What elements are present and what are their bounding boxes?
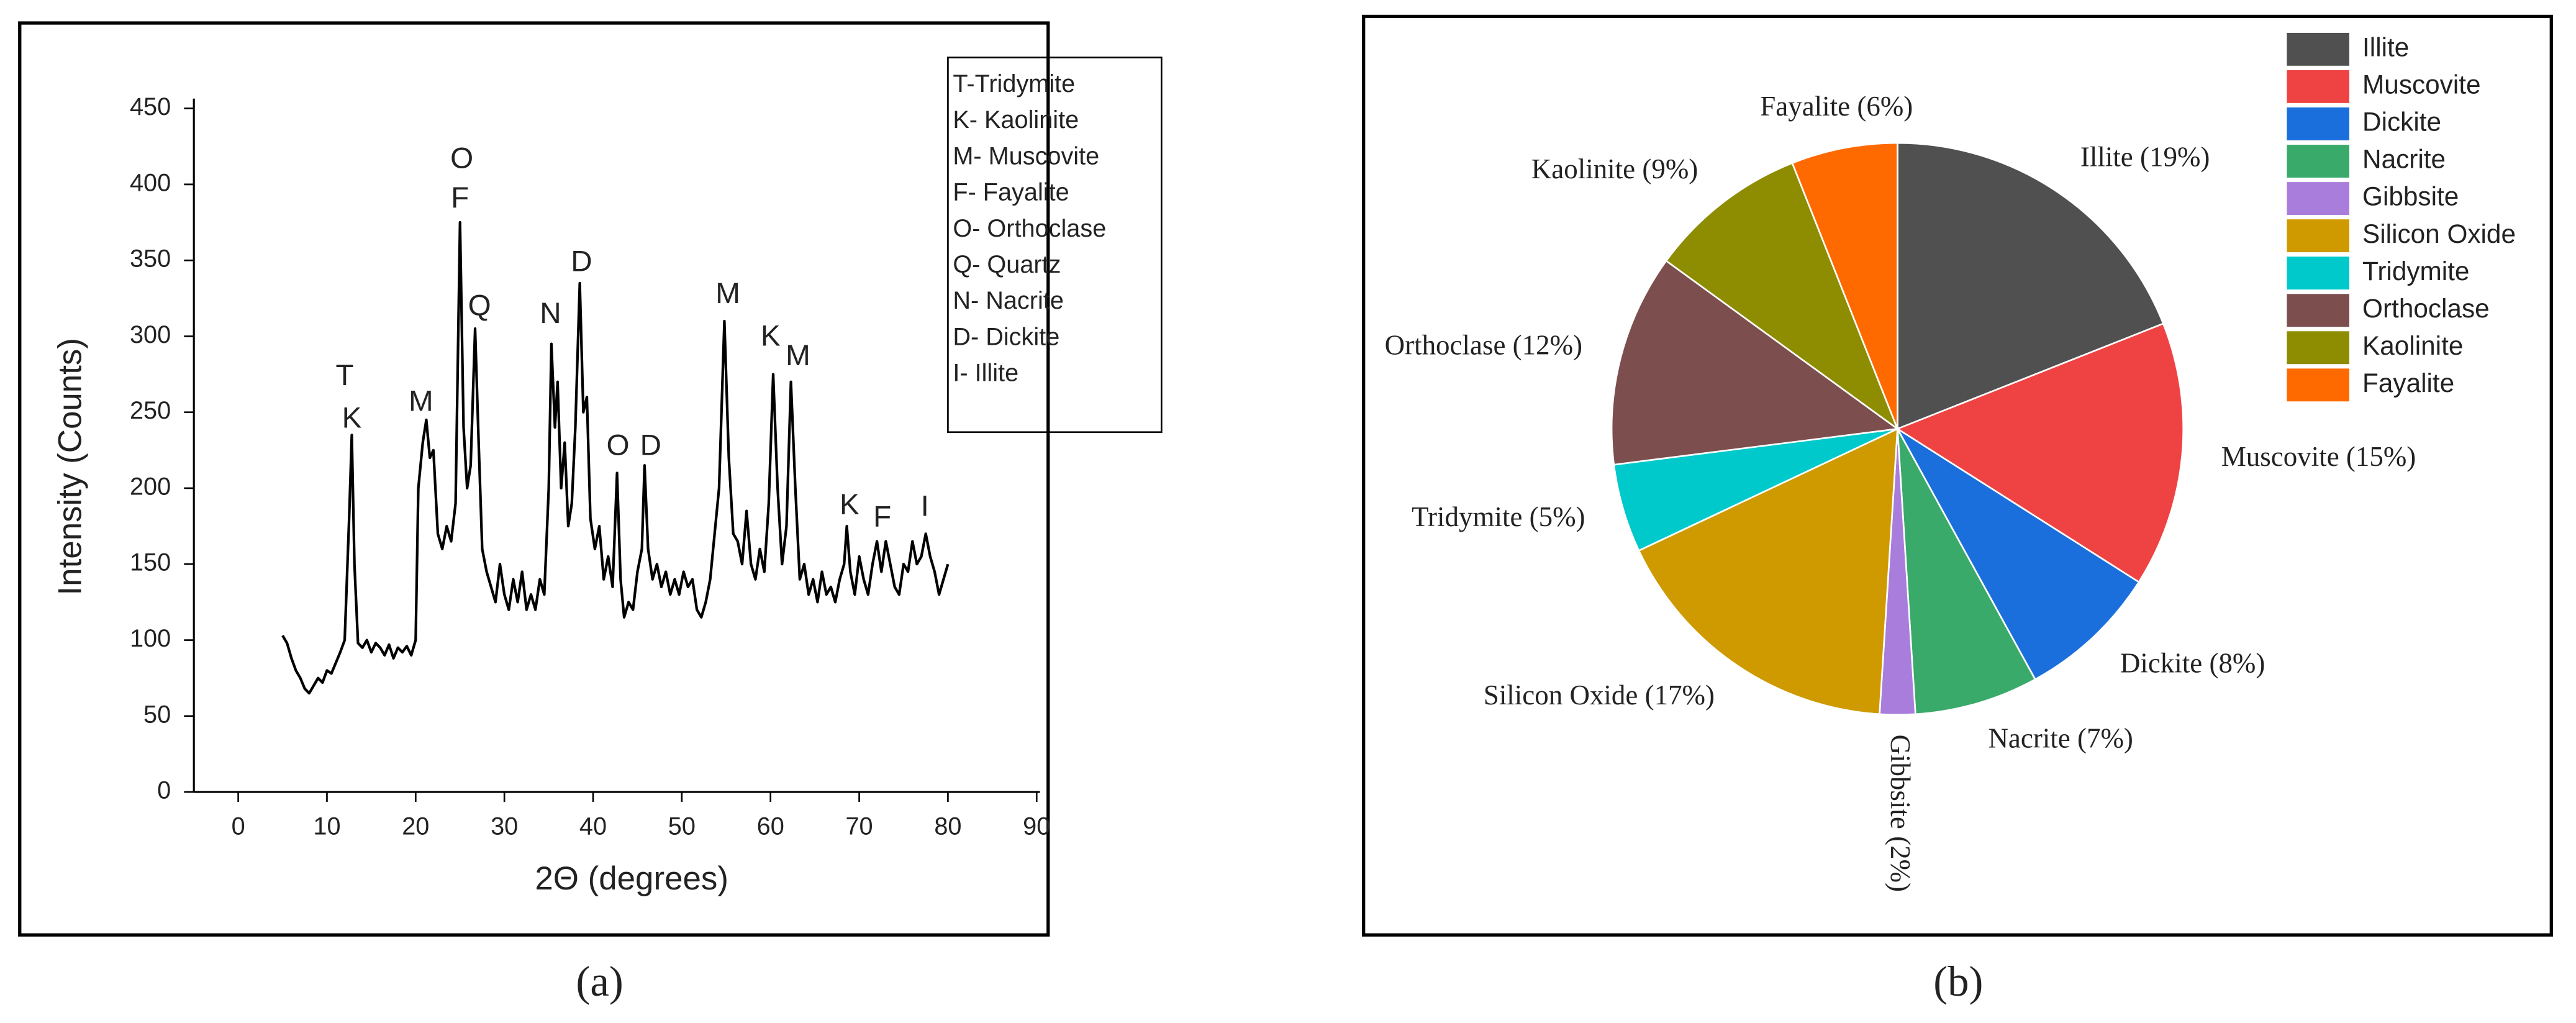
peak-label: D [640, 429, 661, 462]
legend-label: Muscovite [2362, 70, 2480, 99]
x-tick-label: 10 [313, 813, 340, 840]
slice-label: Silicon Oxide (17%) [1484, 680, 1715, 711]
key-entry: K- Kaolinite [953, 106, 1079, 134]
key-entry: N- Nacrite [953, 287, 1064, 314]
peak-label: D [571, 245, 592, 278]
y-tick-label: 350 [130, 245, 171, 273]
legend-swatch [2287, 145, 2349, 178]
x-tick-label: 30 [491, 813, 518, 840]
panel-label: (b) [1933, 958, 1983, 1005]
y-tick-label: 50 [143, 701, 171, 728]
key-entry: O- Orthoclase [953, 215, 1106, 242]
legend-swatch [2287, 70, 2349, 103]
x-axis-title: 2Θ (degrees) [535, 860, 728, 897]
peak-label: M [409, 385, 433, 418]
pie-slice [1638, 427, 1898, 716]
y-tick-label: 400 [130, 169, 171, 196]
y-tick-label: 300 [130, 321, 171, 348]
peak-label: K [342, 401, 362, 434]
peak-label: M [786, 339, 810, 372]
legend-label: Dickite [2362, 107, 2441, 137]
x-tick-label: 40 [579, 813, 607, 840]
peak-label: K [840, 488, 859, 521]
x-tick-label: 0 [232, 813, 245, 840]
x-tick-label: 20 [402, 813, 429, 840]
key-entry: D- Dickite [953, 323, 1059, 350]
y-tick-label: 100 [130, 625, 171, 652]
legend-swatch [2287, 257, 2349, 290]
legend-swatch [2287, 107, 2349, 140]
peak-label: O [450, 142, 473, 175]
slice-label: Fayalite (6%) [1760, 91, 1913, 122]
peak-label: O [606, 429, 629, 462]
slice-label: Dickite (8%) [2120, 647, 2265, 678]
peak-label: F [873, 500, 891, 533]
key-entry: I- Illite [953, 360, 1018, 387]
legend-label: Nacrite [2362, 145, 2446, 174]
legend-label: Tridymite [2362, 257, 2469, 286]
legend-swatch [2287, 294, 2349, 327]
y-tick-label: 450 [130, 93, 171, 120]
legend-label: Illite [2362, 33, 2409, 62]
pie-slice [1613, 428, 1898, 552]
x-tick-label: 50 [668, 813, 696, 840]
y-tick-label: 0 [157, 777, 171, 804]
peak-label: N [540, 297, 561, 330]
legend-swatch [2287, 182, 2349, 216]
peak-label: K [761, 319, 781, 352]
slice-label: Gibbsite (2%) [1885, 734, 1916, 892]
y-tick-label: 250 [130, 397, 171, 424]
peak-label: F [451, 181, 469, 214]
pie-slice [1897, 428, 2036, 716]
legend-label: Silicon Oxide [2362, 219, 2516, 248]
data-line [281, 221, 950, 695]
x-tick-label: 70 [845, 813, 873, 840]
key-entry: Q- Quartz [953, 251, 1061, 278]
panel-b-frame [1362, 14, 2553, 937]
slice-label: Kaolinite (9%) [1531, 153, 1698, 184]
y-axis-title: Intensity (Counts) [52, 338, 88, 595]
peak-label: M [715, 277, 740, 310]
peak-label: Q [468, 289, 491, 322]
pie-slice [1610, 260, 1900, 466]
pie-slice [1665, 161, 1900, 432]
legend-swatch [2287, 219, 2349, 253]
slice-label: Nacrite (7%) [1988, 723, 2133, 754]
legend-swatch [2287, 32, 2349, 66]
x-tick-label: 80 [934, 813, 961, 840]
slice-label: Orthoclase (12%) [1385, 330, 1582, 361]
legend-label: Gibbsite [2362, 182, 2459, 211]
peak-label: I [921, 489, 929, 522]
key-entry: T-Tridymite [953, 70, 1075, 98]
legend-label: Fayalite [2362, 368, 2454, 398]
y-tick-label: 200 [130, 473, 171, 500]
key-entry: F- Fayalite [953, 179, 1069, 206]
slice-label: Illite (19%) [2080, 141, 2210, 172]
slice-label: Tridymite (5%) [1412, 501, 1585, 532]
panel-label: (a) [576, 958, 623, 1005]
pie-slice [1791, 142, 1898, 429]
pie-slice [1897, 142, 2165, 430]
y-tick-label: 150 [130, 549, 171, 576]
panel-a-frame [18, 21, 1050, 937]
key-entry: M- Muscovite [953, 142, 1099, 170]
legend-swatch [2287, 331, 2349, 365]
slice-label: Muscovite (15%) [2221, 441, 2416, 472]
pie-slice [1897, 428, 2140, 681]
x-tick-label: 90 [1023, 813, 1050, 840]
x-tick-label: 60 [757, 813, 784, 840]
legend-label: Orthoclase [2362, 294, 2490, 323]
legend-swatch [2287, 368, 2349, 402]
key-box [947, 57, 1163, 434]
peak-label: T [335, 359, 353, 392]
pie-slice [1895, 322, 2185, 583]
legend-label: Kaolinite [2362, 331, 2463, 360]
